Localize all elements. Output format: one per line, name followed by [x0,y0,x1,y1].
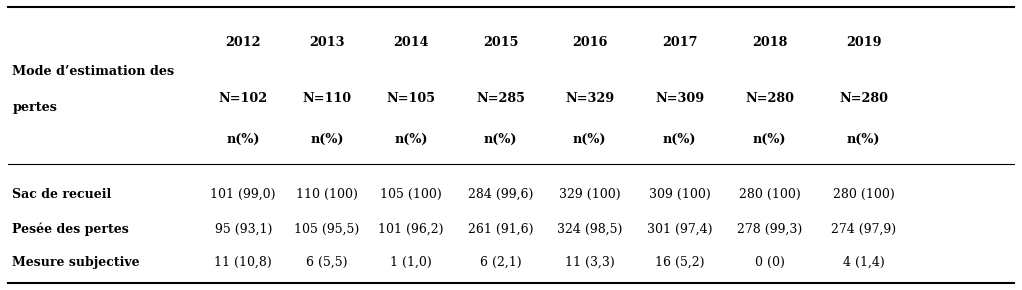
Text: N=285: N=285 [476,92,525,105]
Text: 2015: 2015 [483,36,518,48]
Text: 4 (1,4): 4 (1,4) [843,256,884,269]
Text: 11 (3,3): 11 (3,3) [565,256,614,269]
Text: 105 (100): 105 (100) [380,188,442,201]
Text: N=280: N=280 [745,92,794,105]
Text: n(%): n(%) [847,133,880,146]
Text: 2018: 2018 [752,36,787,48]
Text: 16 (5,2): 16 (5,2) [655,256,704,269]
Text: N=309: N=309 [655,92,704,105]
Text: 6 (5,5): 6 (5,5) [307,256,347,269]
Text: 309 (100): 309 (100) [649,188,710,201]
Text: 101 (99,0): 101 (99,0) [211,188,276,201]
Text: n(%): n(%) [394,133,427,146]
Text: 261 (91,6): 261 (91,6) [468,223,533,235]
Text: n(%): n(%) [484,133,517,146]
Text: N=102: N=102 [219,92,268,105]
Text: 2019: 2019 [846,36,881,48]
Text: 0 (0): 0 (0) [754,256,785,269]
Text: N=105: N=105 [386,92,435,105]
Text: 6 (2,1): 6 (2,1) [480,256,521,269]
Text: 2016: 2016 [572,36,607,48]
Text: Pesée des pertes: Pesée des pertes [12,222,129,236]
Text: Mesure subjective: Mesure subjective [12,256,140,269]
Text: n(%): n(%) [753,133,786,146]
Text: 11 (10,8): 11 (10,8) [215,256,272,269]
Text: N=329: N=329 [565,92,614,105]
Text: N=280: N=280 [839,92,888,105]
Text: 1 (1,0): 1 (1,0) [390,256,431,269]
Text: pertes: pertes [12,101,57,114]
Text: 274 (97,9): 274 (97,9) [831,223,896,235]
Text: N=110: N=110 [303,92,352,105]
Text: n(%): n(%) [663,133,696,146]
Text: 2014: 2014 [393,36,428,48]
Text: 2017: 2017 [662,36,697,48]
Text: 95 (93,1): 95 (93,1) [215,223,272,235]
Text: 110 (100): 110 (100) [296,188,358,201]
Text: 324 (98,5): 324 (98,5) [557,223,622,235]
Text: 301 (97,4): 301 (97,4) [647,223,712,235]
Text: Mode d’estimation des: Mode d’estimation des [12,65,175,77]
Text: 280 (100): 280 (100) [833,188,894,201]
Text: 329 (100): 329 (100) [559,188,620,201]
Text: n(%): n(%) [311,133,343,146]
Text: n(%): n(%) [573,133,606,146]
Text: Sac de recueil: Sac de recueil [12,188,111,201]
Text: 284 (99,6): 284 (99,6) [468,188,533,201]
Text: 2013: 2013 [310,36,344,48]
Text: 278 (99,3): 278 (99,3) [737,223,802,235]
Text: 105 (95,5): 105 (95,5) [294,223,360,235]
Text: n(%): n(%) [227,133,260,146]
Text: 2012: 2012 [226,36,261,48]
Text: 280 (100): 280 (100) [739,188,800,201]
Text: 101 (96,2): 101 (96,2) [378,223,444,235]
